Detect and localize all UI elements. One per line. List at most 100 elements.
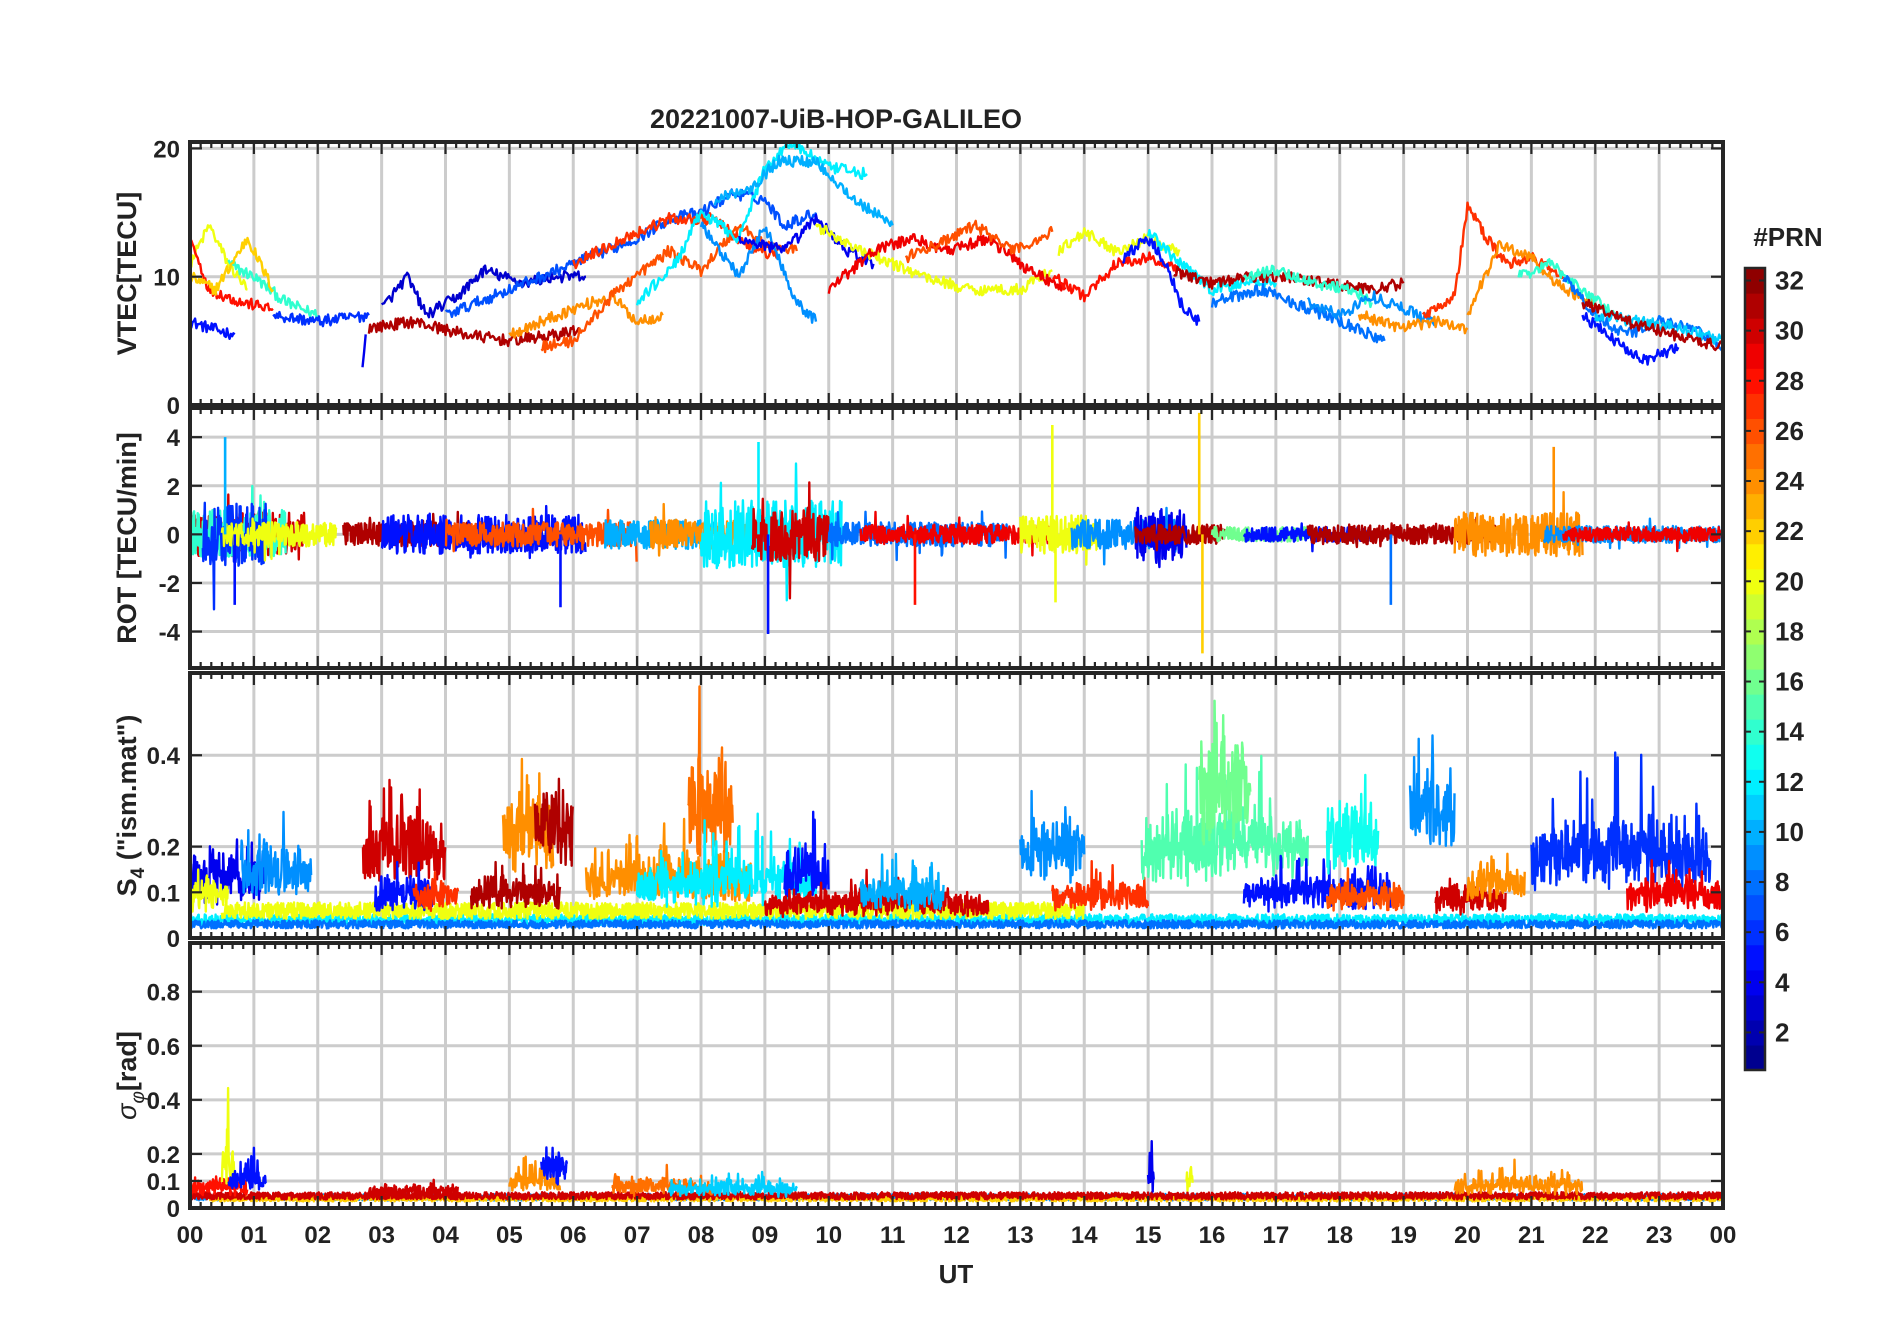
colorbar-segment [1745,643,1765,670]
x-tick-label: 04 [432,1222,459,1249]
series-vtec-prn-28 [1052,251,1181,303]
colorbar-tick-label: 10 [1775,817,1804,847]
colorbar-segment [1745,919,1765,946]
y-tick-label-rot: 0 [167,522,180,549]
series-s4-prn-24 [1466,852,1526,903]
colorbar-segment [1745,518,1765,545]
y-tick-label-sigma: 0.1 [147,1169,180,1196]
colorbar-segment [1745,493,1765,520]
y-tick-label-sigma: 0.2 [147,1142,180,1169]
series-vtec-prn-14 [1242,264,1373,309]
colorbar-segment [1745,669,1765,695]
x-tick-label: 16 [1199,1222,1226,1249]
colorbar-segment [1745,794,1765,820]
x-ticks-s4 [188,673,1725,940]
x-tick-label: 21 [1518,1222,1545,1249]
y-tick-label-s4: 0.4 [147,743,181,770]
grid-sigma [190,943,1723,1210]
colorbar-tick-label: 18 [1775,616,1804,646]
series-s4-prn-9 [1019,789,1086,884]
series-vtec-prn-6 [272,310,370,328]
colorbar-segment [1745,568,1765,595]
x-tick-label: 06 [560,1222,587,1249]
x-tick-label: 00 [177,1222,204,1249]
y-tick-label-s4: 0 [167,926,180,953]
y-tick-label-vtec: 10 [153,265,180,292]
colorbar-segment [1745,318,1765,344]
x-ticks-rot [188,408,1725,668]
series-vtec-prn-12 [635,142,868,306]
series-s4-prn-24 [501,757,555,873]
colorbar-segment [1745,994,1765,1021]
colorbar-segment [1745,368,1765,394]
series-vtec-prn-24 [1466,239,1597,316]
colorbar-tick-label: 4 [1775,967,1790,997]
x-tick-label: 23 [1646,1222,1673,1249]
series-s4-prn-9 [239,810,313,897]
series-vtec-prn-31 [1581,298,1723,352]
colorbar-segment [1745,1044,1765,1071]
series-vtec-prn-3 [380,264,587,319]
colorbar-segment [1745,769,1765,795]
series-rot-prn-20 [220,517,338,562]
colorbar-tick-label: 12 [1775,767,1804,797]
x-tick-label: 11 [880,1222,905,1249]
x-tick-label: 22 [1582,1222,1609,1249]
series-s4-prn-24 [584,817,754,903]
series-vtec-prn-28 [190,239,274,312]
colorbar-segment [1745,719,1765,745]
colorbar-segment [1745,844,1765,871]
series-vtec-prn-20 [190,224,248,291]
colorbar-tick-label: 2 [1775,1017,1789,1047]
series-s4-prn-31 [533,777,574,867]
colorbar-tick-label: 20 [1775,566,1804,596]
x-tick-label: 08 [688,1222,715,1249]
y-tick-label-s4: 0.1 [147,880,180,907]
colorbar-tick-label: 16 [1775,667,1804,697]
series-vtec-prn-24 [508,289,664,339]
y-axis-label-s4: S4 ("ism.mat") [112,715,149,897]
x-tick-label: 15 [1135,1222,1162,1249]
y-tick-label-s4: 0.2 [147,835,180,862]
colorbar-segment [1745,618,1765,645]
colorbar-segment [1745,1019,1765,1046]
series-sigma-prn-24 [1453,1158,1584,1197]
series-vtec-prn-8 [1210,283,1386,344]
series-vtec-prn-31 [367,316,580,348]
x-axis-label: UT [939,1259,974,1289]
series-group-s4 [190,685,1723,930]
x-tick-label: 07 [624,1222,651,1249]
series-sigma-prn-20 [220,1086,236,1185]
colorbar-tick-label: 24 [1775,466,1804,496]
y-tick-label-rot: 2 [167,474,180,501]
x-tick-label: 12 [943,1222,970,1249]
x-tick-label: 17 [1263,1222,1290,1249]
series-sigma-prn-11 [667,1170,798,1199]
series-vtec-prn-7 [444,188,818,319]
series-vtec-prn-20 [814,223,1053,297]
series-group-vtec [190,142,1723,368]
series-s4-prn-16 [1198,699,1252,846]
series-vtec-prn-5 [190,317,236,340]
series-rot-prn-30 [750,481,830,600]
series-rot-prn-29 [1562,521,1723,553]
series-sigma-prn-5 [227,1146,267,1191]
panel-vtec: 0 10 20 VTEC[TECU] [112,136,1725,420]
x-tick-label: 19 [1390,1222,1417,1249]
x-tick-label: 02 [304,1222,331,1249]
x-tick-label: 03 [368,1222,395,1249]
series-vtec-prn-27 [1421,201,1565,319]
series-s4-prn-10 [859,852,945,913]
colorbar-label: #PRN [1753,222,1822,252]
colorbar-tick-label: 32 [1775,266,1804,296]
series-vtec-prn-9 [1306,290,1437,327]
colorbar-tick-label: 28 [1775,366,1804,396]
series-vtec-prn-5 [1121,235,1201,326]
y-axis-label-rot: ROT [TECU/min] [112,432,142,643]
colorbar-segment [1745,268,1765,294]
x-tick-label: 01 [241,1222,268,1249]
series-vtec-prn-26 [904,219,1054,264]
